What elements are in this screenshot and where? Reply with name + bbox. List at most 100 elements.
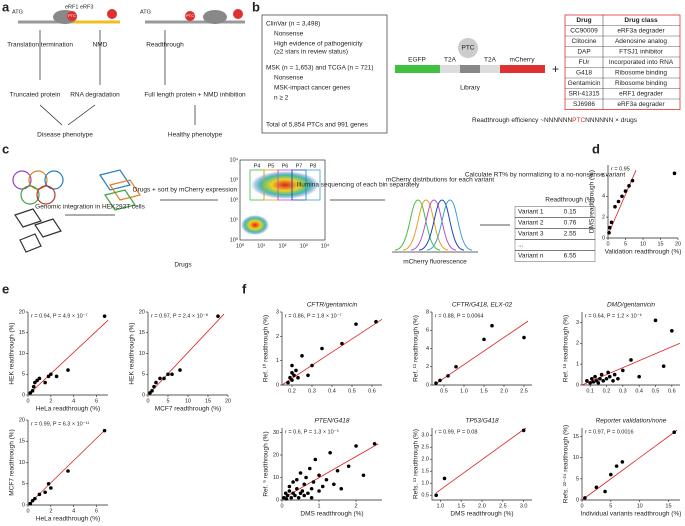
point <box>670 328 674 333</box>
y-tick-label: 1 <box>276 358 279 364</box>
chart-title: Reporter validation/none <box>596 418 667 425</box>
y-axis-label: Ref. ⁹ readthrough (%) <box>263 431 270 496</box>
y-tick-label: 30 <box>273 430 279 436</box>
egfp <box>395 65 440 73</box>
point <box>434 381 438 385</box>
x-axis-label: HeLa readthrough (%) <box>36 516 100 523</box>
chart-title: CFTR/gentamicin <box>307 302 358 309</box>
point <box>307 466 312 471</box>
y-tick-label: 1 <box>576 362 579 368</box>
point <box>102 314 107 318</box>
gate-label: P4 <box>254 163 261 169</box>
insert <box>460 65 480 73</box>
point <box>285 493 290 498</box>
point <box>434 493 438 498</box>
table-cell: 0.15 <box>564 209 577 216</box>
table-cell: Ribosome binding <box>615 80 667 87</box>
annotation: r = 0.97, P = 2.4 × 10⁻⁸ <box>151 312 208 319</box>
bullet: Nonsense <box>274 31 304 38</box>
axis-label: 10² <box>279 243 287 249</box>
point <box>616 199 621 204</box>
panel-b: ClinVar (n = 3,498) Nonsense High eviden… <box>261 14 681 134</box>
y-tick-label: 2 <box>602 215 605 221</box>
point <box>292 373 296 378</box>
arrow <box>39 30 101 126</box>
y-tick-label: 4 <box>602 194 605 200</box>
label: Healthy phenotype <box>168 132 223 139</box>
chart-title: PTEN/G418 <box>314 418 349 425</box>
y-tick-label: 10 <box>273 475 279 481</box>
table-cell: Adenosine analog <box>615 38 667 45</box>
annotation: r = 0.88, P = 0.0064 <box>435 313 484 319</box>
point <box>317 489 321 493</box>
point <box>284 497 289 501</box>
stop-marker <box>233 9 243 19</box>
x-tick-label: 3.0 <box>520 503 528 509</box>
point <box>320 484 325 489</box>
point <box>302 482 307 487</box>
table-cell: Variant 2 <box>518 220 544 227</box>
y-tick-label: 4 <box>426 346 429 352</box>
point <box>522 335 526 340</box>
y-tick-label: 1.0 <box>421 481 429 487</box>
axis-label: 10¹ <box>230 217 238 223</box>
point <box>291 480 295 484</box>
table-cell-box <box>514 250 596 262</box>
panel-c: Genomic integration in HEK293T cells Dru… <box>12 156 625 269</box>
point <box>43 490 47 495</box>
point <box>28 501 33 506</box>
point <box>30 498 35 503</box>
ptc-marker <box>67 11 77 21</box>
point <box>288 375 292 380</box>
point <box>286 380 290 385</box>
axis-label: 10⁰ <box>236 242 245 249</box>
bullet: (≥2 stars in review status) <box>274 49 348 56</box>
bullet: n ≥ 2 <box>274 95 289 102</box>
x-tick-label: 1.0 <box>437 503 445 509</box>
label: Disease phenotype <box>37 132 93 139</box>
y-tick-label: 2.0 <box>421 457 429 463</box>
y-tick-label: 0 <box>576 382 579 388</box>
variant-table: Readthrough (%)Variant 1 0.15 Variant 2 0.7… <box>514 197 596 262</box>
label: EGFP <box>408 57 426 64</box>
x-tick-label: 0.2 <box>603 388 611 394</box>
point <box>33 380 37 385</box>
table-cell: eRF3a degrader <box>617 101 665 108</box>
point <box>583 496 587 500</box>
point <box>46 374 51 379</box>
point <box>335 468 340 473</box>
point <box>591 380 596 384</box>
point <box>620 194 624 199</box>
point <box>346 464 351 469</box>
y-tick-label: 3 <box>276 309 279 315</box>
axes <box>27 420 108 506</box>
y-tick-label: 0 <box>142 392 145 398</box>
point <box>300 489 305 493</box>
point <box>324 477 329 482</box>
point <box>629 358 633 362</box>
y-axis-label: MCF7 readthrough (%) <box>9 429 16 495</box>
t2a <box>440 65 460 73</box>
y-tick-label: 20 <box>19 309 25 315</box>
point <box>438 378 442 383</box>
y-tick-label: 3.0 <box>421 433 429 439</box>
y-tick-label: 5 <box>142 372 145 378</box>
x-axis-label: Validation readthrough (%) <box>605 249 682 256</box>
table-cell: FTSJ1 inhibitor <box>619 48 664 55</box>
axis-label: 10³ <box>300 243 308 249</box>
point <box>178 368 182 372</box>
x-axis-label: DMS readthrough (%) <box>300 511 363 518</box>
y-tick-label: 15 <box>573 434 579 440</box>
y-axis-label: Ref. ¹⁰ readthrough (%) <box>262 315 270 382</box>
y-tick-label: 5 <box>22 372 25 378</box>
x-tick-label: 4 <box>72 508 75 514</box>
point <box>294 368 298 373</box>
table-cell: ... <box>518 242 524 249</box>
point <box>612 372 617 377</box>
x-tick-label: 0.5 <box>440 388 448 394</box>
point <box>66 368 70 372</box>
drug-table: Drug Drug class CC90009 eRF3a degrader Clito… <box>564 14 681 110</box>
table-border <box>564 14 681 110</box>
